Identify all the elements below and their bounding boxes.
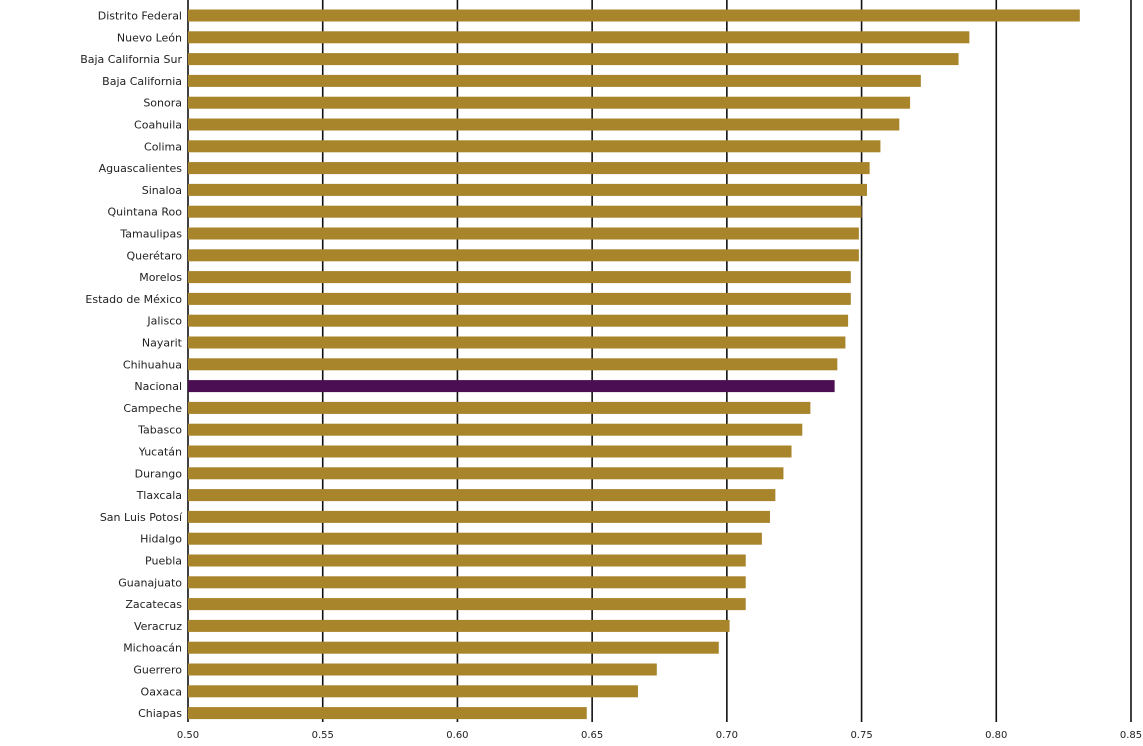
category-label: Quintana Roo [107,206,182,219]
bar [188,489,776,502]
bar [188,598,746,611]
bar [188,336,846,349]
bar [188,292,851,305]
bar [188,510,770,523]
x-tick-label: 0.85 [1120,730,1142,741]
category-label: Tamaulipas [119,228,182,241]
category-label: Sinaloa [142,184,182,197]
bars [188,9,1080,720]
category-labels: Distrito Federal Nuevo León Baja Californi… [80,10,183,721]
category-label: Chiapas [138,707,182,720]
bar-highlight [188,380,835,393]
bar [188,96,911,109]
bar [188,358,838,371]
category-label: Durango [135,467,183,480]
category-label: Hidalgo [140,533,182,546]
bar [188,9,1080,22]
category-label: Jalisco [146,315,182,328]
bar [188,183,867,196]
category-label: Tlaxcala [136,489,182,502]
category-label: Oaxaca [141,685,182,698]
bar [188,532,762,545]
bar [188,423,803,436]
bar [188,31,970,44]
category-label: Baja California Sur [80,53,182,66]
x-tick-label: 0.65 [581,730,603,741]
category-label: Morelos [139,271,182,284]
bar [188,467,784,480]
x-axis-tick-labels: 0.50 0.55 0.60 0.65 0.70 0.75 0.80 0.85 [177,730,1142,741]
category-label: Veracruz [134,620,182,633]
category-label: Nacional [134,380,182,393]
category-label: Chihuahua [123,358,182,371]
category-label: Estado de México [85,293,182,306]
bar [188,401,811,414]
bar [188,227,859,240]
bar [188,74,921,87]
category-label: Guanajuato [118,576,182,589]
bar [188,205,862,218]
category-label: Tabasco [137,424,182,437]
bar [188,445,792,458]
x-tick-label: 0.80 [985,730,1007,741]
category-label: Guerrero [133,664,182,677]
x-tick-label: 0.55 [312,730,334,741]
bar [188,663,657,676]
bar [188,619,730,632]
category-label: Michoacán [123,642,182,655]
bar [188,53,959,66]
bar [188,707,587,720]
category-label: Zacatecas [125,598,182,611]
category-label: Puebla [145,555,182,568]
category-label: Nuevo León [117,31,182,44]
category-label: Sonora [143,97,182,110]
x-tick-label: 0.70 [716,730,738,741]
bar [188,576,746,589]
x-tick-label: 0.60 [446,730,468,741]
bar [188,162,870,175]
category-label: Yucatán [138,446,182,459]
category-label: Distrito Federal [98,10,182,23]
bar [188,314,849,327]
x-tick-label: 0.50 [177,730,199,741]
category-label: Colima [144,140,182,153]
bar [188,554,746,567]
category-label: Baja California [102,75,182,88]
bar [188,140,881,153]
category-label: Coahuila [134,119,182,132]
category-label: Querétaro [126,249,182,262]
bar [188,118,900,131]
bar [188,249,859,262]
category-label: San Luis Potosí [100,511,183,524]
bar [188,641,719,654]
category-label: Aguascalientes [99,162,183,175]
bar [188,685,638,698]
category-label: Nayarit [142,337,183,350]
bar [188,271,851,284]
x-tick-label: 0.75 [850,730,872,741]
category-label: Campeche [123,402,182,415]
